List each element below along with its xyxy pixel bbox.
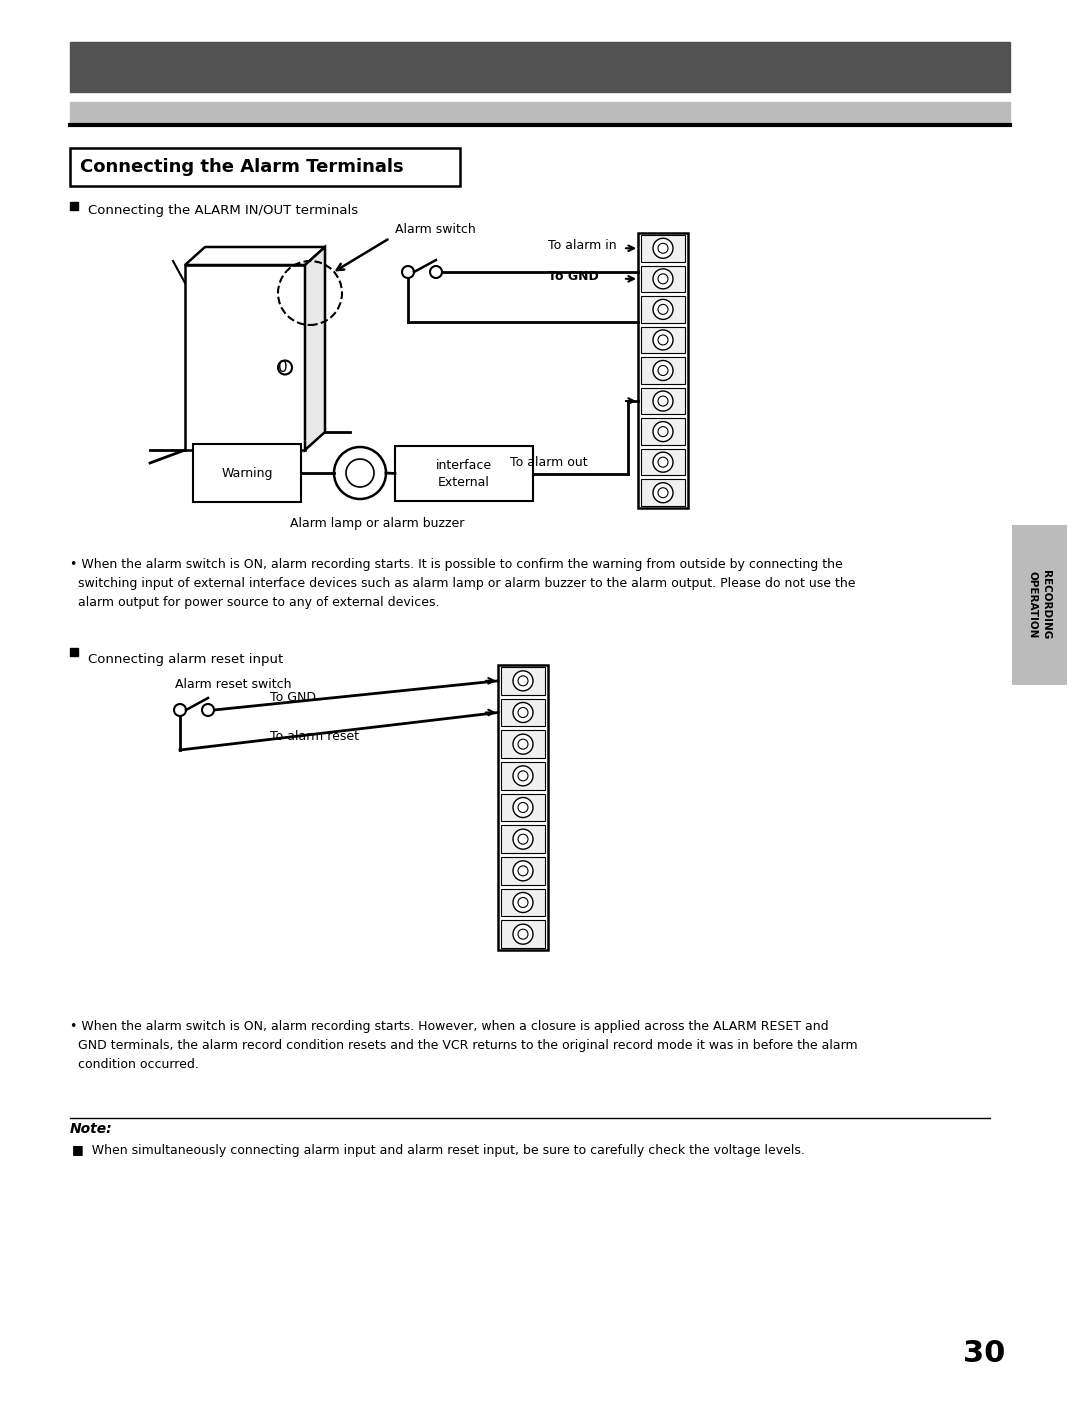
- Text: To GND: To GND: [548, 270, 598, 282]
- Bar: [642, 419, 685, 445]
- Bar: [501, 857, 545, 885]
- Circle shape: [174, 704, 186, 717]
- Circle shape: [658, 365, 669, 375]
- Polygon shape: [185, 247, 325, 266]
- Bar: [70, 648, 78, 656]
- Text: interface: interface: [436, 459, 492, 472]
- Bar: [70, 148, 460, 185]
- Circle shape: [513, 766, 534, 785]
- Text: ■  When simultaneously connecting alarm input and alarm reset input, be sure to : ■ When simultaneously connecting alarm i…: [72, 1144, 805, 1156]
- Text: To alarm in: To alarm in: [548, 239, 617, 253]
- Text: Alarm lamp or alarm buzzer: Alarm lamp or alarm buzzer: [291, 517, 464, 530]
- Circle shape: [278, 361, 292, 375]
- Bar: [501, 920, 545, 948]
- Circle shape: [658, 243, 669, 253]
- Bar: [642, 327, 685, 353]
- Text: To alarm reset: To alarm reset: [270, 731, 359, 743]
- Circle shape: [513, 702, 534, 722]
- Text: • When the alarm switch is ON, alarm recording starts. However, when a closure i: • When the alarm switch is ON, alarm rec…: [70, 1020, 858, 1071]
- Circle shape: [658, 305, 669, 315]
- Circle shape: [513, 798, 534, 818]
- Circle shape: [518, 865, 528, 875]
- Circle shape: [658, 334, 669, 346]
- Bar: [638, 233, 688, 509]
- Text: RECORDING
OPERATION: RECORDING OPERATION: [1027, 570, 1052, 639]
- Circle shape: [430, 266, 442, 278]
- Text: Note:: Note:: [70, 1123, 112, 1137]
- Text: Connecting the Alarm Terminals: Connecting the Alarm Terminals: [80, 157, 404, 176]
- Circle shape: [518, 708, 528, 718]
- Text: To GND: To GND: [270, 691, 316, 704]
- Circle shape: [658, 396, 669, 406]
- Circle shape: [513, 861, 534, 881]
- Bar: [501, 825, 545, 853]
- Bar: [498, 665, 548, 950]
- Bar: [642, 448, 685, 475]
- Circle shape: [653, 299, 673, 319]
- Bar: [501, 731, 545, 759]
- Polygon shape: [305, 247, 325, 450]
- Polygon shape: [185, 266, 305, 450]
- Circle shape: [653, 268, 673, 289]
- Circle shape: [513, 924, 534, 944]
- Bar: [70, 42, 1010, 91]
- Circle shape: [658, 427, 669, 437]
- Text: Connecting the ALARM IN/OUT terminals: Connecting the ALARM IN/OUT terminals: [87, 204, 359, 216]
- Circle shape: [518, 929, 528, 939]
- Text: To alarm out: To alarm out: [510, 457, 588, 469]
- Circle shape: [513, 829, 534, 849]
- Bar: [642, 388, 685, 414]
- Circle shape: [518, 802, 528, 812]
- Circle shape: [653, 330, 673, 350]
- Text: • When the alarm switch is ON, alarm recording starts. It is possible to confirm: • When the alarm switch is ON, alarm rec…: [70, 558, 855, 608]
- Bar: [642, 266, 685, 292]
- Circle shape: [653, 452, 673, 472]
- Bar: [501, 667, 545, 694]
- Bar: [501, 762, 545, 790]
- Text: Alarm reset switch: Alarm reset switch: [175, 679, 292, 691]
- Bar: [642, 296, 685, 323]
- Text: Connecting alarm reset input: Connecting alarm reset input: [87, 653, 283, 666]
- Circle shape: [653, 239, 673, 259]
- Circle shape: [518, 676, 528, 686]
- Text: Warning: Warning: [221, 466, 273, 479]
- Circle shape: [658, 488, 669, 497]
- Bar: [501, 794, 545, 822]
- Circle shape: [653, 483, 673, 503]
- Circle shape: [658, 457, 669, 468]
- Circle shape: [334, 447, 386, 499]
- Bar: [70, 103, 1010, 124]
- Circle shape: [518, 835, 528, 844]
- Bar: [501, 698, 545, 726]
- Circle shape: [202, 704, 214, 717]
- Circle shape: [658, 274, 669, 284]
- Bar: [501, 889, 545, 916]
- Bar: [70, 202, 78, 209]
- Circle shape: [518, 739, 528, 749]
- Bar: [1012, 525, 1067, 686]
- Circle shape: [402, 266, 414, 278]
- Bar: [642, 357, 685, 384]
- Bar: [395, 445, 534, 502]
- Circle shape: [653, 361, 673, 381]
- Circle shape: [346, 459, 374, 488]
- Circle shape: [653, 391, 673, 412]
- Text: 30: 30: [962, 1339, 1005, 1368]
- Circle shape: [513, 892, 534, 912]
- Text: External: External: [438, 476, 490, 489]
- Bar: [642, 479, 685, 506]
- Circle shape: [513, 670, 534, 691]
- Text: 0: 0: [279, 360, 287, 375]
- Bar: [193, 444, 301, 502]
- Circle shape: [653, 422, 673, 441]
- Circle shape: [513, 735, 534, 754]
- Circle shape: [518, 898, 528, 908]
- Bar: [642, 235, 685, 261]
- Circle shape: [518, 771, 528, 781]
- Text: Alarm switch: Alarm switch: [395, 223, 476, 236]
